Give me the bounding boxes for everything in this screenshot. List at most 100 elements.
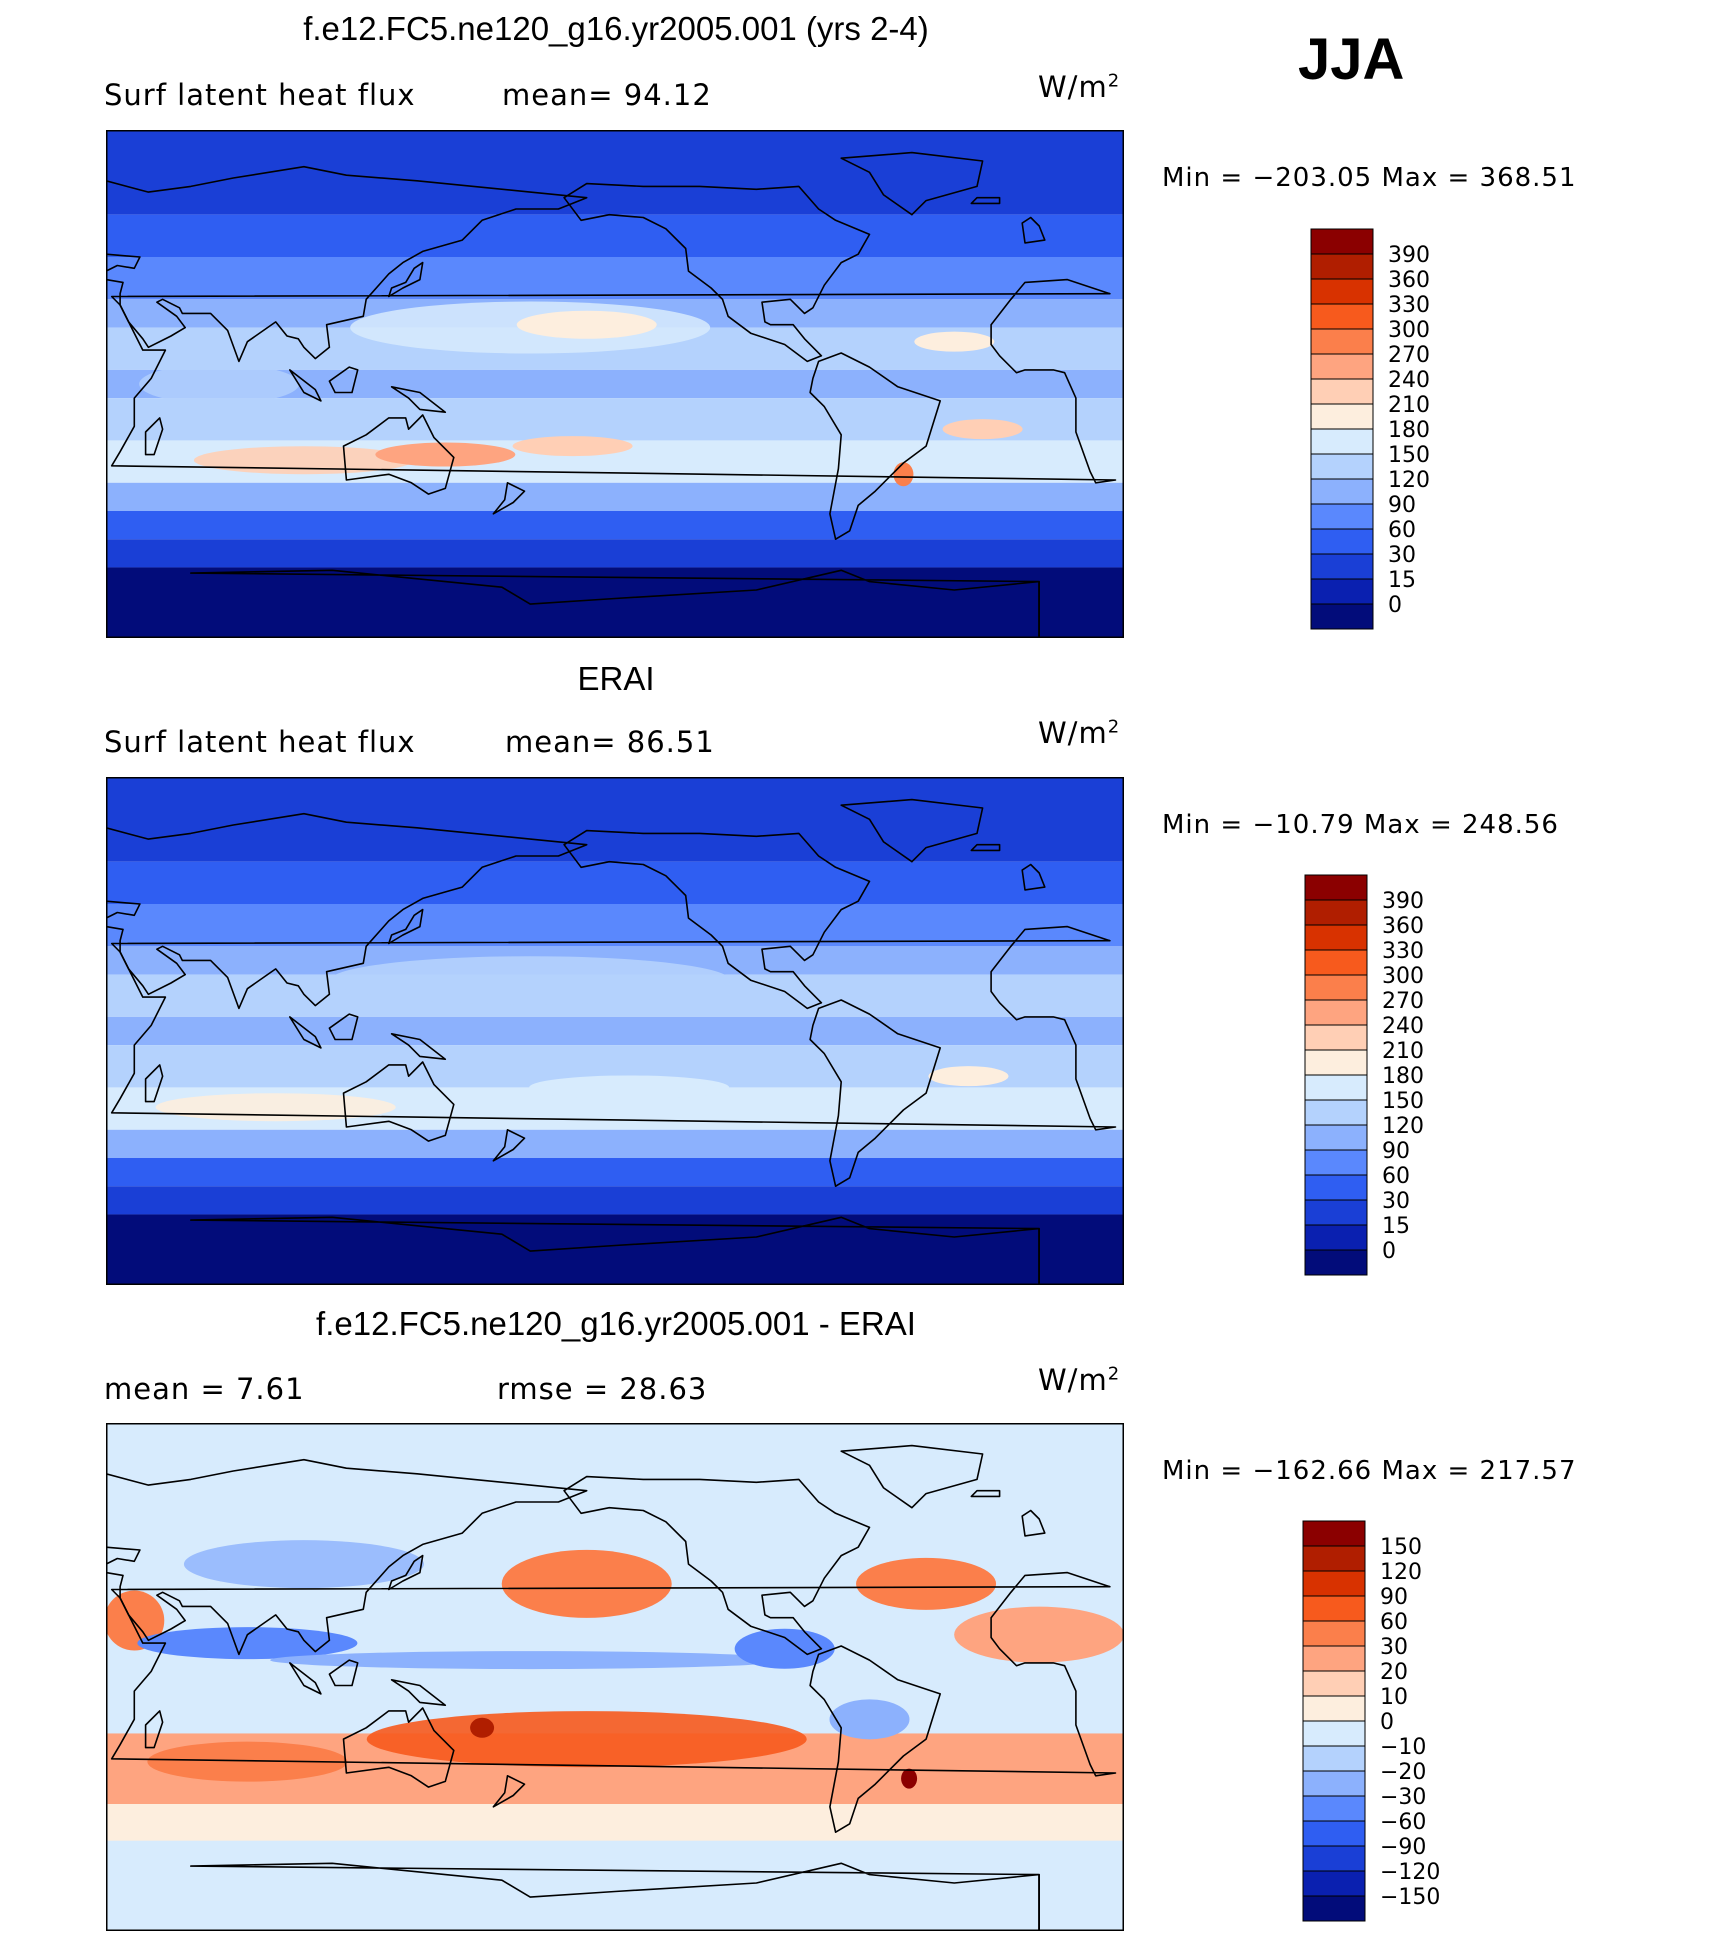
field-blob — [856, 1557, 997, 1610]
colorbar-tick-label: −10 — [1380, 1735, 1426, 1760]
colorbar-swatch — [1310, 403, 1374, 430]
colorbar-tick-label: 210 — [1382, 1039, 1424, 1064]
colorbar-swatch — [1304, 1049, 1368, 1076]
panel-diff-rmse: rmse = 28.63 — [497, 1372, 708, 1406]
colorbar-tick-label: 390 — [1388, 243, 1430, 268]
coastline-namerica — [563, 829, 871, 1010]
colorbar-swatch — [1310, 503, 1374, 530]
panel-diff-mean: mean = 7.61 — [104, 1372, 305, 1406]
field-blob — [366, 1711, 807, 1768]
colorbar-swatch — [1310, 428, 1374, 455]
coastline-uk — [1021, 1509, 1046, 1537]
colorbar-swatch — [1310, 378, 1374, 405]
field-blob — [942, 419, 1023, 440]
field-blob — [375, 442, 516, 467]
field-band — [106, 1158, 1124, 1187]
coastline-japan — [388, 1554, 424, 1591]
obs-map — [106, 777, 1124, 1285]
field-blob — [106, 1590, 165, 1651]
panel-diff-units: W/m2 — [1038, 1363, 1121, 1397]
field-blob — [529, 1075, 730, 1100]
colorbar-swatch — [1304, 999, 1368, 1026]
colorbar-tick-label: −20 — [1380, 1760, 1426, 1785]
colorbar-swatch — [1302, 1895, 1366, 1922]
colorbar-swatch — [1304, 949, 1368, 976]
colorbar-swatch — [1304, 1149, 1368, 1176]
colorbar-swatch — [1302, 1745, 1366, 1772]
colorbar-swatch — [1304, 974, 1368, 1001]
colorbar-tick-label: 210 — [1388, 393, 1430, 418]
coastline-eurasia — [106, 165, 588, 363]
colorbar-swatch — [1302, 1545, 1366, 1572]
colorbar-tick-label: 120 — [1382, 1114, 1424, 1139]
field-band — [106, 539, 1124, 568]
field-band — [106, 1423, 1124, 1931]
colorbar-swatch — [1310, 353, 1374, 380]
colorbar-swatch — [1304, 1174, 1368, 1201]
colorbar-swatch — [1302, 1720, 1366, 1747]
model-map — [106, 130, 1124, 638]
colorbar-tick-label: 60 — [1382, 1164, 1410, 1189]
colorbar-swatch — [1310, 253, 1374, 280]
coastline-sumatra — [289, 1016, 322, 1049]
coastline-nz — [492, 1775, 526, 1808]
field-blob — [270, 1651, 791, 1670]
colorbar-tick-label: 240 — [1388, 368, 1430, 393]
colorbar-tick-label: 90 — [1382, 1139, 1410, 1164]
colorbar-tick-label: 0 — [1380, 1710, 1394, 1735]
field-blob — [928, 1066, 1009, 1087]
colorbar-tick-label: 15 — [1382, 1214, 1410, 1239]
coastline-samerica — [809, 999, 941, 1187]
panel-obs-variable: Surf latent heat flux — [104, 725, 416, 759]
panel-diff-title: f.e12.FC5.ne120_g16.yr2005.001 - ERAI — [316, 1305, 916, 1342]
field-band — [106, 257, 1124, 300]
panel-obs-minmax: Min = −10.79 Max = 248.56 — [1162, 810, 1559, 840]
colorbar-tick-label: 90 — [1388, 493, 1416, 518]
coastline-africa — [110, 925, 1117, 1131]
field-blob — [470, 1717, 495, 1738]
field-blob — [901, 1768, 918, 1789]
map-frame — [106, 130, 1124, 638]
field-blob — [516, 310, 657, 339]
colorbar-tick-label: 0 — [1388, 593, 1402, 618]
colorbar-swatch — [1304, 924, 1368, 951]
field-band — [106, 1214, 1124, 1285]
colorbar-tick-label: −60 — [1380, 1810, 1426, 1835]
colorbar-tick-label: 300 — [1388, 318, 1430, 343]
field-band — [106, 1804, 1124, 1841]
field-band — [106, 130, 1124, 215]
field-blob — [501, 1549, 672, 1618]
panel-obs-units: W/m2 — [1038, 716, 1121, 750]
coastline-nz — [492, 1129, 526, 1162]
coastline-greenland — [840, 151, 984, 216]
coastline-madagascar — [144, 417, 164, 456]
colorbar-swatch — [1302, 1795, 1366, 1822]
map-frame — [106, 1423, 1124, 1931]
coastline-madagascar — [144, 1710, 164, 1749]
field-band — [106, 861, 1124, 904]
field-band — [106, 511, 1124, 540]
panel-obs-mean: mean= 86.51 — [505, 725, 715, 759]
colorbar-swatch — [1310, 478, 1374, 505]
colorbar-tick-label: 0 — [1382, 1239, 1396, 1264]
season-label: JJA — [1298, 27, 1405, 92]
colorbar-swatch — [1302, 1670, 1366, 1697]
panel-model-mean: mean= 94.12 — [502, 78, 712, 112]
panel-obs-title: ERAI — [577, 660, 655, 697]
colorbar-swatch — [1304, 1199, 1368, 1226]
coastline-africa — [110, 278, 1117, 484]
panel-model-units: W/m2 — [1038, 70, 1121, 104]
field-band — [106, 777, 1124, 862]
field-blob — [183, 1540, 424, 1589]
colorbar-swatch — [1304, 1124, 1368, 1151]
coastline-madagascar — [144, 1064, 164, 1103]
coastline-japan — [388, 908, 424, 945]
coastline-newguinea — [390, 386, 447, 413]
map-frame — [106, 777, 1124, 1285]
coastline-antarctic — [190, 1862, 1040, 1931]
field-blob — [954, 1606, 1124, 1663]
field-blob — [829, 1699, 910, 1740]
colorbar-swatch — [1302, 1645, 1366, 1672]
